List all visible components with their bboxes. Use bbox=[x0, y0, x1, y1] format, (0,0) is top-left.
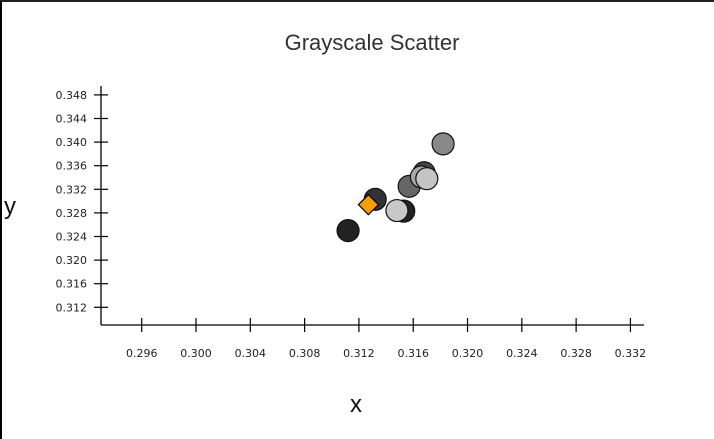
x-tick-label: 0.324 bbox=[506, 347, 538, 360]
y-axis-title: y bbox=[4, 193, 16, 220]
y-tick-label: 0.316 bbox=[56, 278, 88, 291]
data-point bbox=[415, 167, 439, 191]
data-points bbox=[336, 132, 455, 243]
x-tick-label: 0.328 bbox=[560, 347, 592, 360]
y-tick-label: 0.324 bbox=[56, 231, 88, 244]
y-tick-label: 0.344 bbox=[56, 113, 88, 126]
y-tick-label: 0.348 bbox=[56, 89, 88, 102]
chart-title: Grayscale Scatter bbox=[285, 30, 460, 55]
y-tick-label: 0.340 bbox=[56, 136, 88, 149]
data-point-diamond bbox=[357, 193, 380, 216]
x-tick-label: 0.316 bbox=[397, 347, 429, 360]
y-tick-label: 0.320 bbox=[56, 254, 88, 267]
x-axis-title: x bbox=[350, 391, 362, 418]
axes: 0.348 0.344 0.340 0.336 0.332 0.328 0.324 0.320… bbox=[56, 86, 647, 360]
x-tick-label: 0.304 bbox=[235, 347, 267, 360]
x-tick-label: 0.296 bbox=[126, 347, 158, 360]
x-tick-label: 0.300 bbox=[180, 347, 212, 360]
y-tick-label: 0.332 bbox=[56, 183, 88, 196]
x-tick-label: 0.332 bbox=[615, 347, 647, 360]
x-tick-label: 0.320 bbox=[452, 347, 484, 360]
y-tick-label: 0.312 bbox=[56, 301, 88, 314]
x-tick-label: 0.312 bbox=[343, 347, 375, 360]
y-tick-label: 0.328 bbox=[56, 207, 88, 220]
y-tick-label: 0.336 bbox=[56, 160, 88, 173]
x-tick-label: 0.308 bbox=[289, 347, 321, 360]
data-point bbox=[431, 132, 455, 156]
data-point bbox=[385, 198, 409, 223]
data-point bbox=[336, 219, 360, 243]
